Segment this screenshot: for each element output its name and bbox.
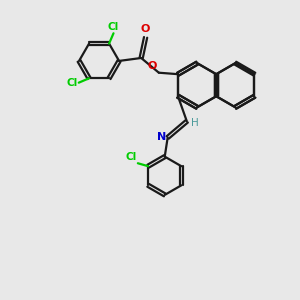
- Text: N: N: [157, 133, 166, 142]
- Text: Cl: Cl: [66, 78, 77, 88]
- Text: Cl: Cl: [108, 22, 119, 32]
- Text: H: H: [191, 118, 199, 128]
- Text: O: O: [141, 24, 150, 34]
- Text: Cl: Cl: [125, 152, 136, 162]
- Text: O: O: [147, 61, 157, 70]
